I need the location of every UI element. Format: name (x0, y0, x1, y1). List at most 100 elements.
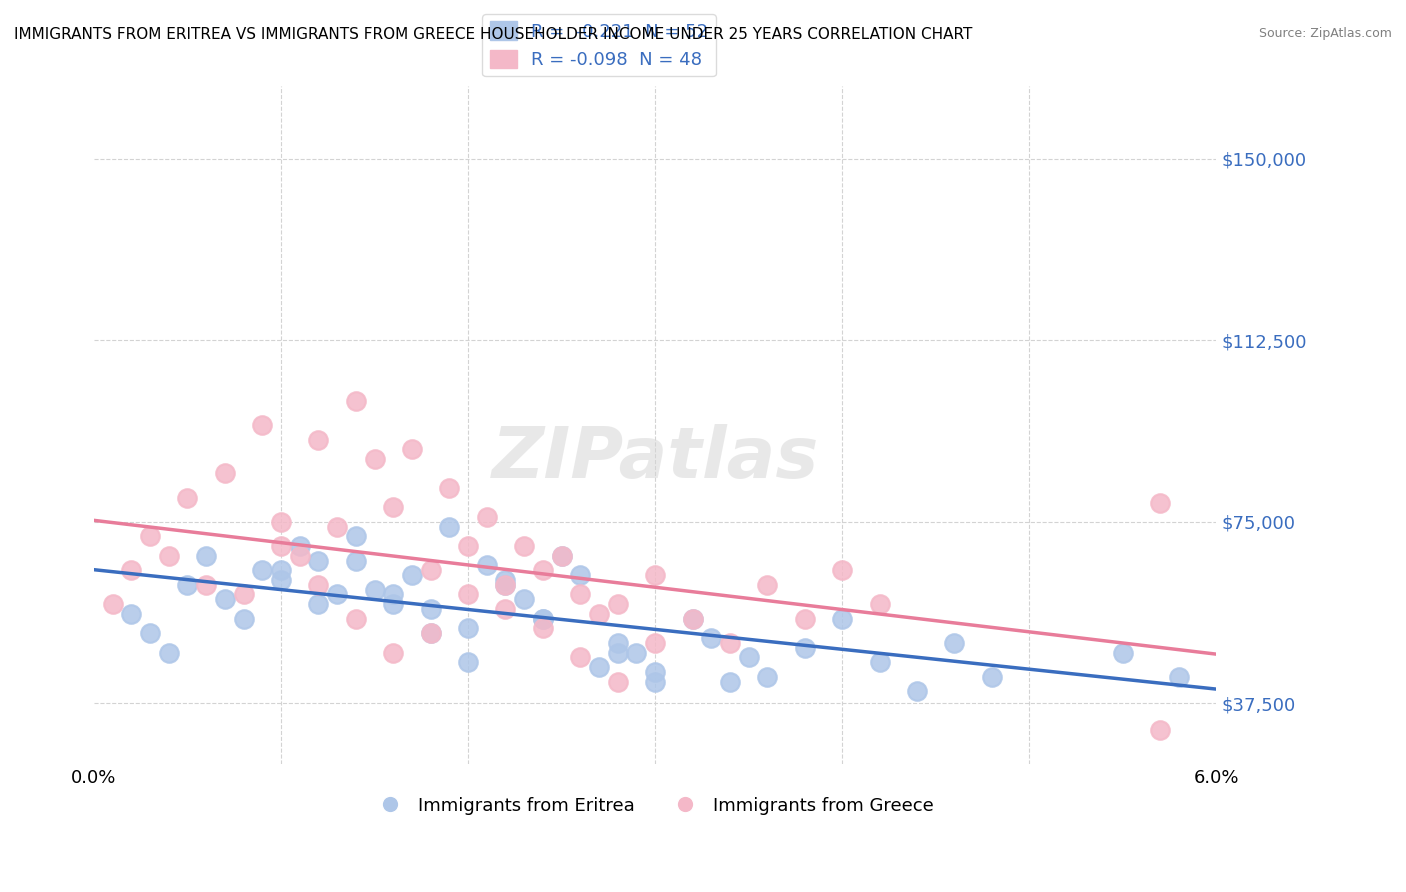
Point (475, 510, 498, 524)
Point (588, 660, 610, 674)
Point (401, 568, 423, 582)
Point (270, 539, 292, 553)
Point (363, 452, 385, 467)
Point (700, 631, 723, 645)
Point (756, 578, 779, 592)
Point (195, 578, 218, 592)
Point (157, 549, 180, 563)
Point (382, 646, 405, 660)
Point (606, 674, 628, 689)
Point (475, 558, 498, 573)
Point (494, 573, 516, 587)
Point (457, 621, 479, 635)
Point (344, 612, 367, 626)
Point (831, 612, 853, 626)
Point (569, 587, 592, 601)
Point (439, 519, 461, 533)
Point (457, 655, 479, 669)
Point (588, 607, 610, 621)
Point (363, 582, 385, 597)
Point (419, 563, 441, 577)
Point (1112, 646, 1135, 660)
Point (139, 529, 162, 543)
Point (644, 568, 666, 582)
Point (157, 646, 180, 660)
Point (1149, 495, 1171, 509)
Point (531, 612, 554, 626)
Legend: Immigrants from Eritrea, Immigrants from Greece: Immigrants from Eritrea, Immigrants from… (370, 789, 941, 822)
Point (176, 578, 198, 592)
Point (644, 636, 666, 650)
Point (120, 563, 142, 577)
Point (252, 563, 274, 577)
Point (344, 553, 367, 567)
Point (606, 597, 628, 611)
Point (457, 539, 479, 553)
Point (307, 553, 329, 567)
Point (513, 539, 536, 553)
Point (195, 549, 218, 563)
Point (644, 674, 666, 689)
Point (531, 621, 554, 635)
Point (569, 568, 592, 582)
Point (344, 529, 367, 543)
Point (307, 578, 329, 592)
Point (232, 587, 254, 601)
Point (793, 640, 815, 655)
Point (382, 500, 405, 515)
Point (756, 670, 779, 684)
Point (326, 519, 349, 533)
Point (120, 607, 142, 621)
Point (252, 418, 274, 433)
Point (214, 592, 236, 607)
Point (626, 646, 648, 660)
Point (419, 626, 441, 640)
Point (513, 592, 536, 607)
Point (682, 612, 704, 626)
Point (139, 626, 162, 640)
Point (270, 515, 292, 529)
Point (307, 597, 329, 611)
Point (494, 578, 516, 592)
Point (214, 467, 236, 481)
Point (439, 481, 461, 495)
Point (232, 612, 254, 626)
Text: ZIPatlas: ZIPatlas (492, 425, 818, 493)
Point (718, 674, 741, 689)
Point (1167, 670, 1189, 684)
Point (382, 597, 405, 611)
Point (307, 433, 329, 447)
Point (494, 578, 516, 592)
Point (326, 587, 349, 601)
Point (980, 670, 1002, 684)
Point (682, 612, 704, 626)
Point (793, 612, 815, 626)
Point (288, 549, 311, 563)
Point (644, 665, 666, 679)
Point (382, 587, 405, 601)
Point (270, 563, 292, 577)
Point (531, 563, 554, 577)
Point (457, 587, 479, 601)
Point (344, 393, 367, 408)
Point (550, 549, 572, 563)
Point (419, 626, 441, 640)
Point (869, 655, 891, 669)
Point (419, 602, 441, 616)
Point (101, 597, 124, 611)
Point (831, 563, 853, 577)
Point (606, 646, 628, 660)
Point (905, 684, 928, 698)
Point (737, 650, 759, 665)
Point (531, 612, 554, 626)
Point (288, 539, 311, 553)
Point (401, 442, 423, 457)
Point (270, 573, 292, 587)
Point (569, 650, 592, 665)
Point (176, 491, 198, 505)
Point (606, 636, 628, 650)
Point (869, 597, 891, 611)
Text: IMMIGRANTS FROM ERITREA VS IMMIGRANTS FROM GREECE HOUSEHOLDER INCOME UNDER 25 YE: IMMIGRANTS FROM ERITREA VS IMMIGRANTS FR… (14, 27, 973, 42)
Point (1149, 723, 1171, 737)
Point (550, 549, 572, 563)
